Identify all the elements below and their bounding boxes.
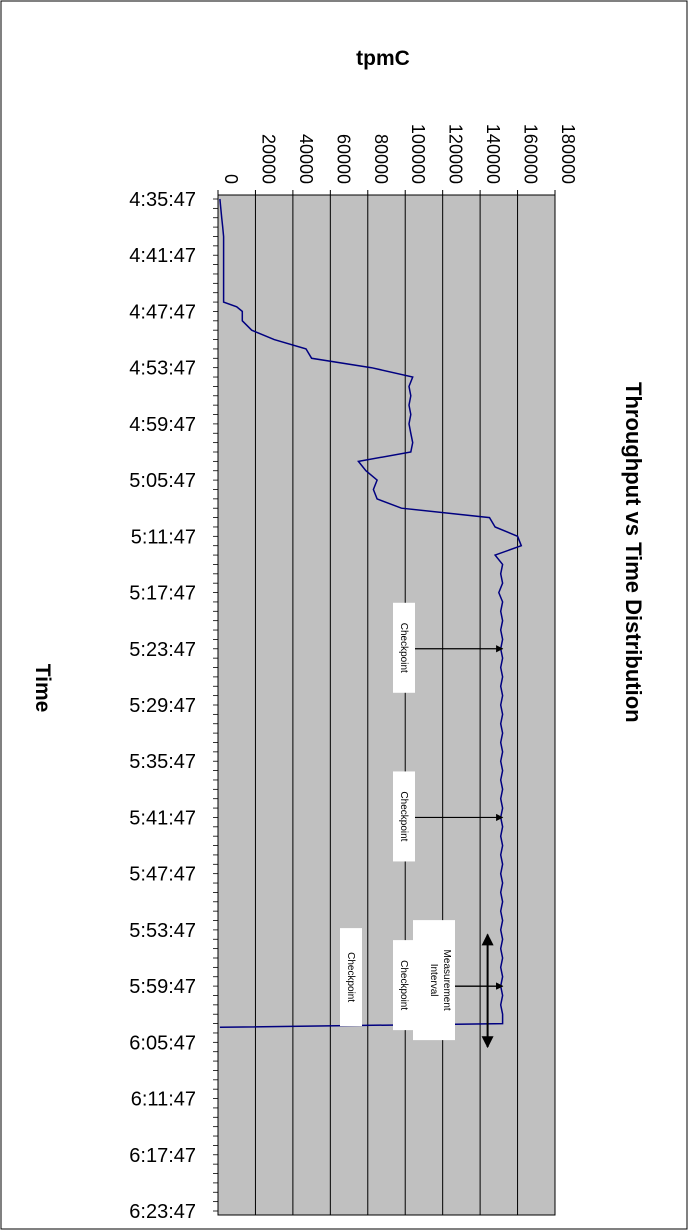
annotations: Checkpoint Checkpoint Checkpoint Checkpoint…: [340, 602, 504, 1049]
time-tick-label: 5:17:47: [129, 583, 196, 605]
measurement-interval-label: Measurement: [441, 950, 452, 1011]
checkpoint-label: Checkpoint: [398, 960, 409, 1010]
tpmc-tick-label: 180000: [558, 124, 578, 184]
time-tick-label: 6:11:47: [131, 1089, 196, 1111]
measurement-interval-label: Interval: [428, 964, 439, 997]
time-tick-label: 5:35:47: [129, 751, 196, 773]
tpmc-tick-label: 60000: [333, 134, 353, 184]
time-tick-label: 6:05:47: [129, 1032, 196, 1054]
time-tick-label: 6:23:47: [129, 1201, 196, 1223]
tpmc-tick-label: 100000: [408, 124, 428, 184]
time-tick-label: 5:23:47: [129, 639, 196, 661]
checkpoint-label: Checkpoint: [398, 791, 409, 841]
tpmc-tick-label: 20000: [258, 134, 278, 184]
tick-marks: [213, 190, 556, 1212]
time-tick-label: 5:29:47: [129, 695, 196, 717]
tpmc-tick-label: 140000: [483, 124, 503, 184]
time-tick-label: 4:35:47: [129, 189, 196, 211]
tpmc-tick-label: 120000: [446, 124, 466, 184]
plot-area: [217, 194, 556, 1216]
time-tick-label: 5:59:47: [129, 976, 196, 998]
checkpoint-label: Checkpoint: [398, 623, 409, 673]
tpmc-tick-label: 40000: [296, 134, 316, 184]
annotation-box: [393, 602, 415, 693]
time-tick-label: 5:05:47: [129, 470, 196, 492]
annotation-box: [393, 940, 415, 1031]
tpmc-tick-label: 80000: [371, 134, 391, 184]
tpmc-tick-labels: 0 20000 40000 60000 80000 100000 120000 140000 1…: [221, 124, 578, 184]
grid-lines: [254, 195, 556, 1215]
chart-title: Throughput vs Time Distribution: [621, 382, 646, 723]
time-tick-label: 5:47:47: [129, 864, 196, 886]
x-axis-title: Time: [31, 664, 54, 713]
time-tick-label: 4:53:47: [129, 358, 196, 380]
checkpoint-label: Checkpoint: [345, 952, 356, 1002]
time-tick-labels: 4:35:47 4:41:47 4:47:47 4:53:47 4:59:47 5:05:…: [129, 189, 196, 1223]
time-tick-label: 5:11:47: [131, 526, 196, 548]
time-tick-label: 5:53:47: [129, 920, 196, 942]
annotation-box: [413, 920, 455, 1041]
throughput-line: [219, 198, 523, 1029]
annotation-box: [340, 928, 362, 1027]
time-tick-label: 4:41:47: [129, 245, 196, 267]
time-tick-label: 6:17:47: [129, 1145, 196, 1167]
time-tick-label: 5:41:47: [129, 807, 196, 829]
tpmc-tick-label: 160000: [521, 124, 541, 184]
time-tick-label: 4:47:47: [129, 301, 196, 323]
tpmc-tick-label: 0: [221, 174, 241, 184]
annotation-box: [393, 771, 415, 862]
time-tick-label: 4:59:47: [129, 414, 196, 436]
y-axis-title: tpmC: [356, 47, 410, 70]
